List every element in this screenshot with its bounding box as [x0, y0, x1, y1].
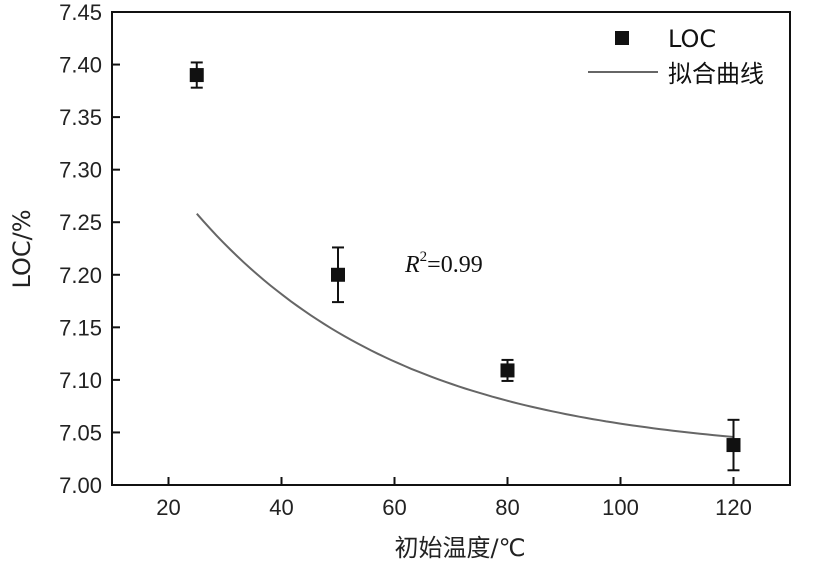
x-tick-label: 120 [715, 495, 752, 520]
y-tick-label: 7.00 [59, 473, 102, 498]
y-tick-label: 7.10 [59, 368, 102, 393]
legend-label-loc: LOC [668, 25, 716, 53]
x-tick-label: 40 [269, 495, 293, 520]
y-tick-label: 7.40 [59, 53, 102, 78]
data-point [189, 68, 204, 83]
r-squared-annotation: R2=0.99 [404, 249, 483, 278]
annotation-value: =0.99 [427, 252, 483, 278]
y-tick-label: 7.30 [59, 158, 102, 183]
data-points-layer [189, 61, 741, 472]
y-tick-label: 7.35 [59, 105, 102, 130]
legend: LOC 拟合曲线 [588, 25, 764, 88]
x-axis-ticks: 20 40 60 80 100 120 [156, 477, 752, 520]
axes [111, 11, 791, 486]
fit-curve-layer [196, 213, 734, 438]
x-tick-label: 60 [382, 495, 406, 520]
data-point [500, 363, 515, 378]
x-tick-label: 20 [156, 495, 180, 520]
x-tick-label: 100 [602, 495, 639, 520]
y-tick-label: 7.20 [59, 263, 102, 288]
y-tick-label: 7.45 [59, 0, 102, 25]
y-tick-label: 7.15 [59, 315, 102, 340]
y-tick-label: 7.05 [59, 420, 102, 445]
y-axis-ticks: 7.00 7.05 7.10 7.15 7.20 7.25 7.30 7.35 7.40 7.45 [59, 0, 120, 498]
plot-frame [111, 11, 791, 486]
legend-marker-loc [615, 31, 629, 45]
annotation-r: R [404, 252, 420, 278]
fit-curve [196, 213, 734, 438]
legend-label-fit: 拟合曲线 [668, 60, 764, 88]
y-tick-label: 7.25 [59, 210, 102, 235]
data-point [331, 267, 345, 282]
y-axis-title: LOC/% [8, 209, 36, 288]
x-axis-title: 初始温度/℃ [394, 534, 525, 562]
annotation-superscript: 2 [420, 249, 428, 265]
x-tick-label: 80 [495, 495, 519, 520]
data-point [726, 438, 741, 453]
